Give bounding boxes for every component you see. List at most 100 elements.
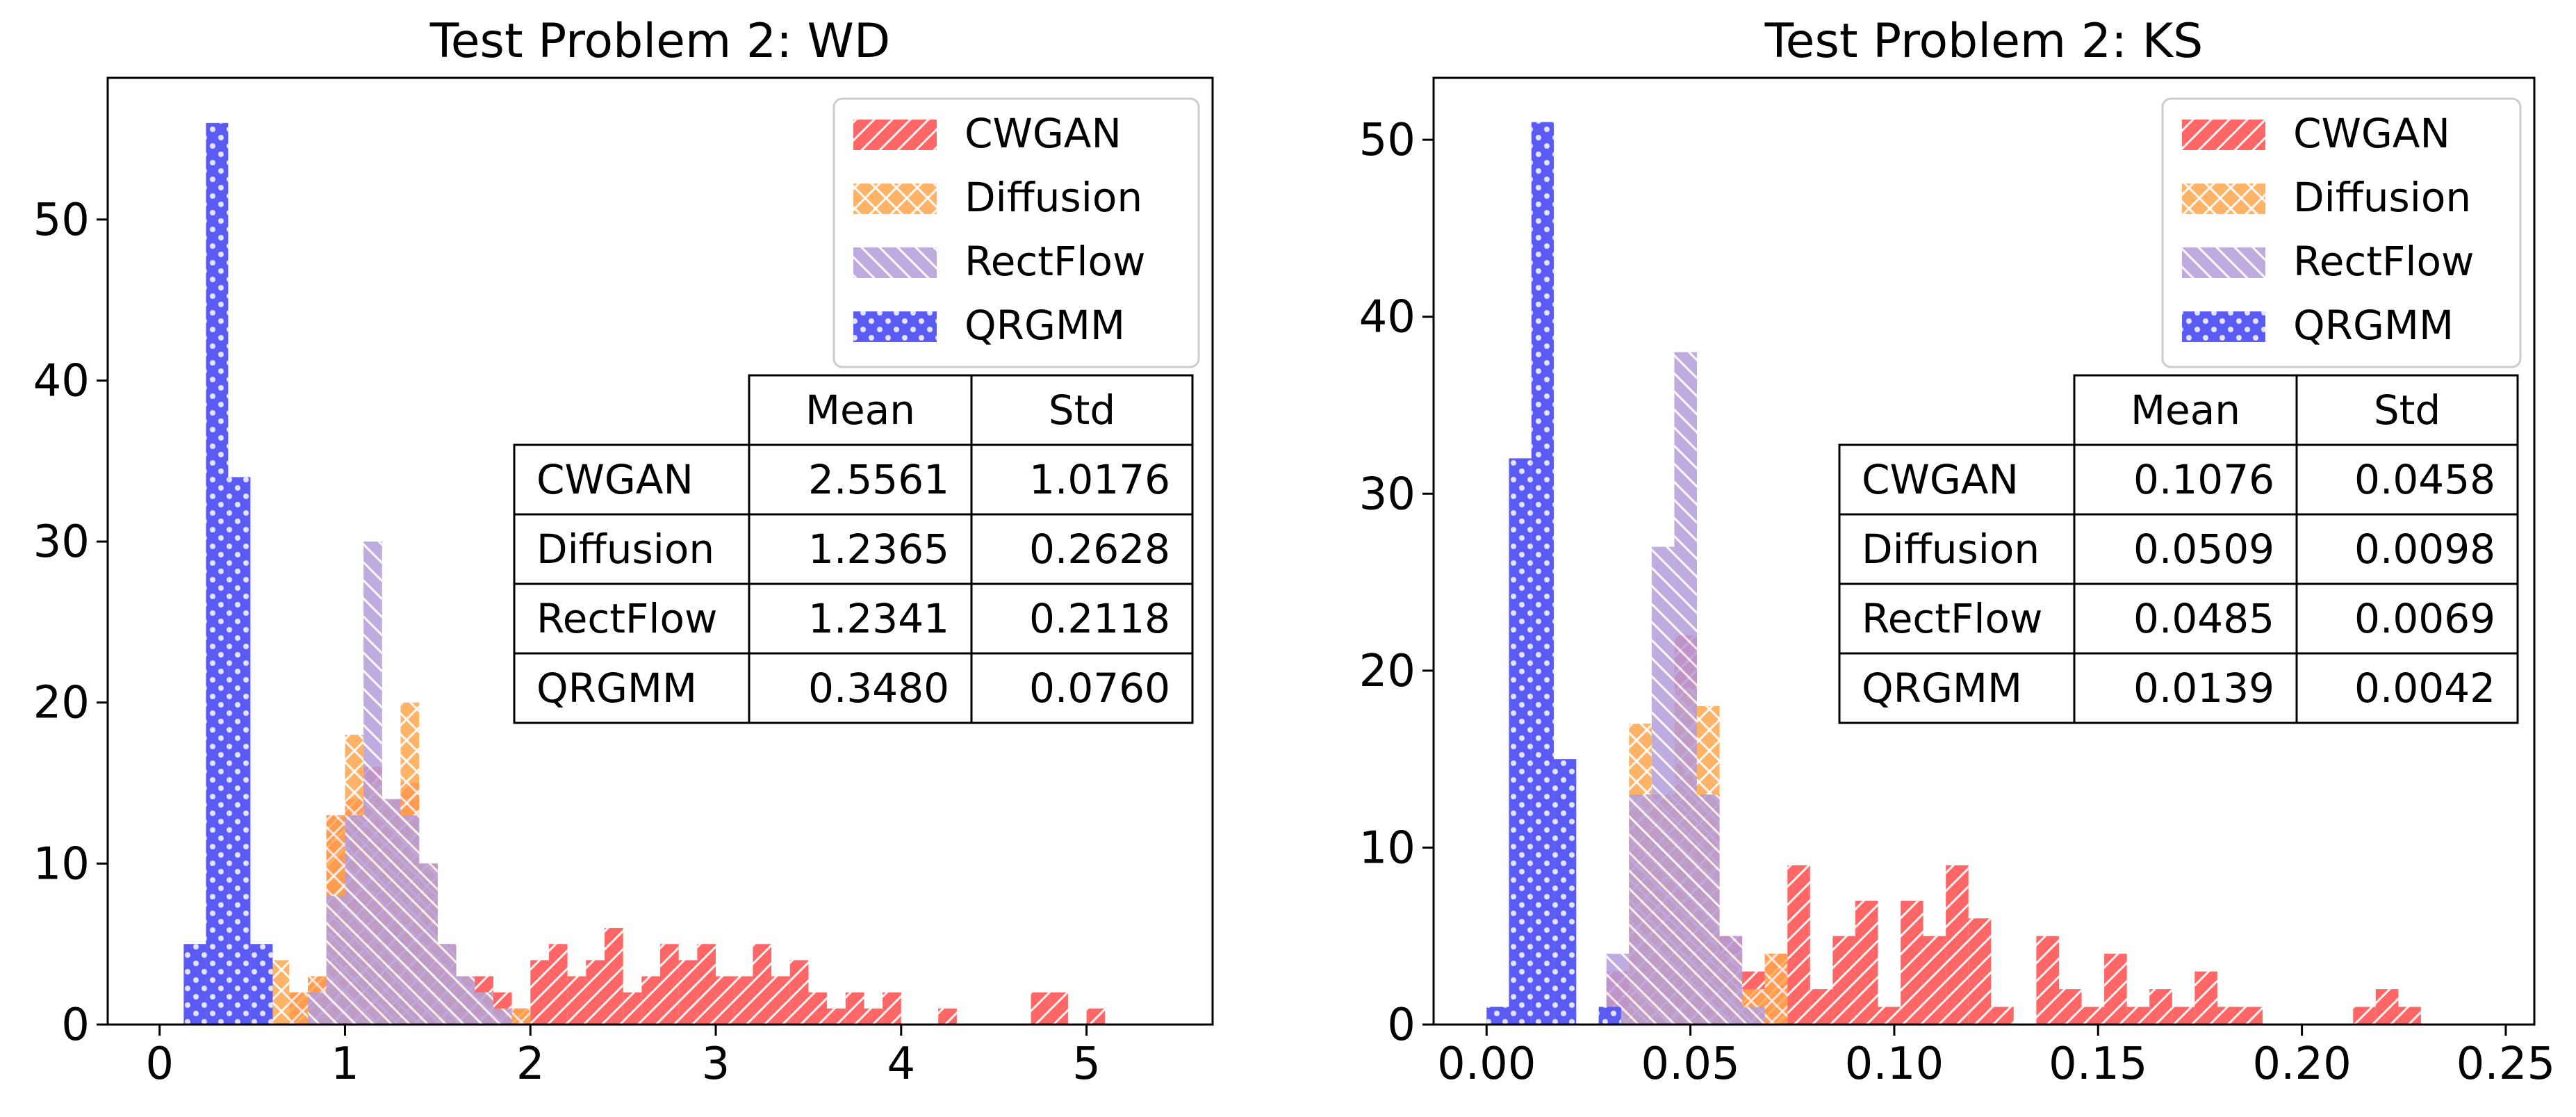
bar-cwgan: [716, 976, 735, 1025]
y-tick-label: 30: [1359, 468, 1416, 520]
legend-label: RectFlow: [965, 238, 1145, 285]
table-row-label: Diffusion: [1862, 525, 2040, 573]
legend-item-diffusion: Diffusion: [853, 174, 1142, 221]
bar-cwgan: [789, 960, 809, 1025]
bar-rectflow: [1629, 794, 1652, 1025]
bar-rectflow: [326, 895, 345, 1025]
legend-swatch: [853, 184, 937, 214]
bar-qrgmm: [228, 477, 251, 1025]
legend-label: QRGMM: [2293, 302, 2454, 349]
legend: CWGAN Diffusion RectFlow QRGMM: [2161, 97, 2522, 368]
bar-rectflow: [1719, 936, 1743, 1025]
stats-table: Mean Std CWGAN 2.5561 1.0176 Diffusion 1.2365 0…: [513, 374, 1194, 724]
legend-label: Diffusion: [965, 174, 1142, 221]
bar-cwgan: [604, 928, 623, 1025]
table-row-label: QRGMM: [1862, 665, 2022, 712]
table-row-label: RectFlow: [536, 595, 717, 642]
table-cell: 2.5561: [808, 456, 949, 503]
bar-rectflow: [400, 815, 420, 1025]
series-qrgmm: [183, 122, 273, 1025]
table-row: QRGMM 0.0139 0.0042: [1838, 652, 2519, 724]
bar-cwgan: [548, 944, 568, 1025]
bar-cwgan: [2217, 1006, 2240, 1025]
bar-qrgmm: [1531, 122, 1554, 1025]
series-rectflow: [1606, 352, 1765, 1025]
legend-box: [2161, 97, 2522, 368]
y-tick-label: 10: [1359, 822, 1416, 874]
bar-diffusion: [289, 992, 309, 1025]
bar-qrgmm: [206, 122, 229, 1025]
y-tick-label: 0: [61, 1000, 90, 1051]
bar-rectflow: [363, 541, 382, 1025]
x-tick-label: 0.05: [1641, 1038, 1740, 1090]
bar-cwgan: [1832, 936, 1855, 1025]
bar-rectflow: [437, 944, 457, 1025]
table-row: CWGAN 0.1076 0.0458: [1838, 443, 2519, 516]
legend-item-rectflow: RectFlow: [2182, 238, 2474, 285]
x-tick-label: 0.10: [1845, 1038, 1944, 1090]
legend-swatch: [2182, 311, 2265, 342]
table-row: CWGAN 2.5561 1.0176: [513, 443, 1194, 516]
y-tick-label: 20: [33, 678, 90, 729]
legend: CWGAN Diffusion RectFlow QRGMM: [832, 97, 1200, 368]
bar-cwgan: [1991, 1006, 2014, 1025]
table-row-label: CWGAN: [1862, 456, 2019, 503]
legend-label: CWGAN: [2293, 110, 2450, 157]
bar-rectflow: [456, 976, 475, 1025]
series-qrgmm: [1486, 122, 1621, 1025]
y-tick-label: 40: [1359, 292, 1416, 343]
bar-rectflow: [382, 799, 401, 1025]
table-header-cell: Std: [2374, 386, 2440, 434]
table-cell: 0.0042: [2354, 665, 2495, 712]
x-tick-label: 0.20: [2252, 1038, 2352, 1090]
table-header-cell: Mean: [805, 386, 915, 434]
bar-cwgan: [1901, 900, 1923, 1025]
bar-cwgan: [1787, 865, 1810, 1025]
y-axis: 0 10 20 30 40 50: [1359, 115, 1434, 1051]
bar-cwgan: [1049, 992, 1068, 1025]
table-cell: 0.2628: [1029, 525, 1170, 573]
bar-qrgmm: [183, 944, 206, 1025]
legend-item-qrgmm: QRGMM: [853, 302, 1125, 349]
x-tick-label: 2: [516, 1038, 545, 1090]
chart-wd: Test Problem 2: WD 0 1 2 3 4 5 0 10 20 30 40 50 CW…: [33, 14, 1214, 1090]
bar-qrgmm: [1554, 759, 1577, 1025]
legend-item-diffusion: Diffusion: [2182, 174, 2471, 221]
plot-frame: [1432, 76, 2536, 1026]
bar-cwgan: [697, 944, 716, 1025]
legend-swatch: [853, 247, 937, 278]
table-cell: 1.0176: [1029, 456, 1170, 503]
table-cell: 0.0069: [2354, 595, 2495, 642]
bar-cwgan: [530, 960, 549, 1025]
legend-swatch: [2182, 120, 2265, 150]
table-row-label: Diffusion: [536, 525, 714, 573]
bar-cwgan: [623, 992, 642, 1025]
bar-cwgan: [1086, 1008, 1106, 1025]
y-tick-label: 40: [33, 355, 90, 407]
histogram-bars: [1486, 122, 2421, 1025]
bar-qrgmm: [250, 944, 273, 1025]
bar-cwgan: [771, 976, 790, 1025]
bar-rectflow: [1674, 352, 1697, 1025]
bar-rectflow: [308, 992, 327, 1025]
table-row-label: RectFlow: [1862, 595, 2042, 642]
table-cell: 0.2118: [1029, 595, 1170, 642]
x-tick-label: 5: [1072, 1038, 1101, 1090]
legend-swatch: [2182, 247, 2265, 278]
series-rectflow: [308, 541, 512, 1025]
bar-cwgan: [938, 1008, 957, 1025]
x-tick-label: 4: [887, 1038, 915, 1090]
table-cell: 0.0458: [2354, 456, 2495, 503]
y-tick-label: 0: [1387, 1000, 1416, 1051]
bar-cwgan: [2104, 954, 2127, 1025]
x-axis: 0.00 0.05 0.10 0.15 0.20 0.25: [1437, 1025, 2555, 1090]
bar-diffusion: [270, 960, 290, 1025]
bar-cwgan: [2375, 989, 2399, 1025]
bar-cwgan: [883, 992, 901, 1025]
bar-cwgan: [586, 960, 605, 1025]
bar-cwgan: [678, 960, 698, 1025]
table-cell: 0.1076: [2133, 456, 2274, 503]
table-header: Mean Std: [2073, 374, 2519, 446]
legend-label: CWGAN: [965, 110, 1122, 157]
